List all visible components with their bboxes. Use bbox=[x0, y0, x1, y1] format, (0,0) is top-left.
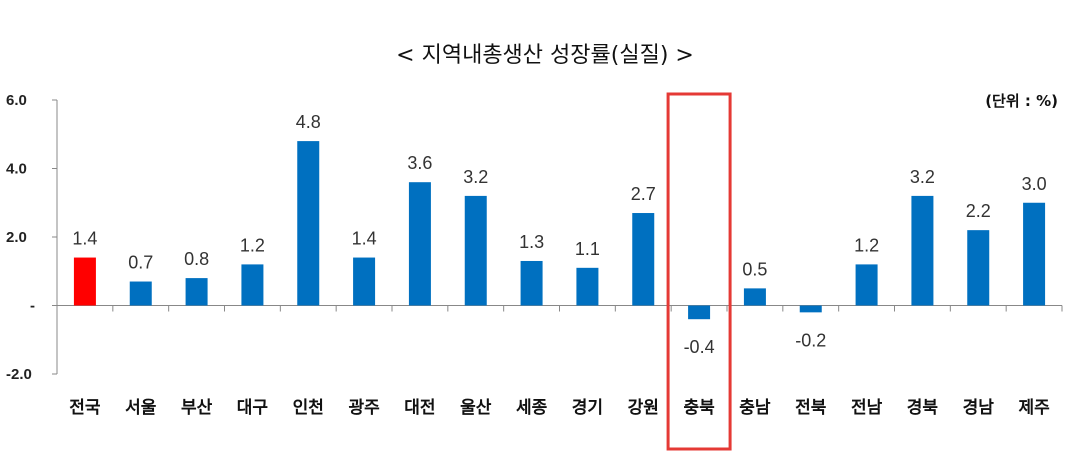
bar bbox=[688, 305, 711, 320]
data-label: 2.7 bbox=[631, 184, 656, 204]
y-tick-label: 2.0 bbox=[6, 229, 27, 246]
x-tick-label: 경북 bbox=[907, 398, 939, 418]
chart-title: < 지역내총생산 성장률(실질) > bbox=[396, 43, 694, 68]
data-label: -0.2 bbox=[795, 330, 826, 350]
bar bbox=[129, 281, 152, 306]
highlight-group bbox=[666, 92, 732, 451]
bar bbox=[743, 288, 766, 306]
bar bbox=[464, 195, 487, 306]
x-tick-label: 대구 bbox=[237, 398, 269, 418]
data-label: 1.1 bbox=[575, 239, 600, 259]
x-tick-label: 충남 bbox=[739, 398, 771, 418]
data-label: 1.2 bbox=[240, 235, 265, 255]
bar bbox=[520, 260, 543, 306]
highlight-box bbox=[666, 92, 732, 451]
unit-label: (단위 : %) bbox=[985, 92, 1058, 110]
bar bbox=[967, 230, 990, 306]
x-tick-label: 인천 bbox=[293, 398, 324, 418]
data-label: 3.2 bbox=[463, 167, 488, 187]
x-tick-label: 부산 bbox=[181, 398, 213, 418]
bar bbox=[185, 278, 208, 306]
data-label: 1.4 bbox=[352, 229, 377, 249]
x-tick-label: 대전 bbox=[404, 398, 435, 418]
data-label: 0.5 bbox=[742, 259, 767, 279]
data-label: 1.3 bbox=[519, 232, 544, 252]
bar bbox=[353, 257, 376, 306]
data-label: 3.6 bbox=[407, 153, 432, 173]
bars-group bbox=[73, 141, 1046, 320]
x-labels-group: 전국 서울 부산 대구 인천 광주 대전 울산 세종 경기 강원 충북 충남 전북 전남 경북 경남 제주 bbox=[69, 398, 1050, 418]
bar bbox=[241, 264, 264, 306]
x-tick-label: 경남 bbox=[963, 398, 995, 418]
x-tick-label: 전국 bbox=[69, 398, 101, 418]
x-tick-label: 광주 bbox=[348, 398, 380, 418]
bar bbox=[855, 264, 878, 306]
x-tick-label: 세종 bbox=[516, 398, 548, 418]
x-tick-label: 전북 bbox=[795, 398, 827, 418]
x-tick-label: 서울 bbox=[125, 398, 157, 418]
x-tick-label: 강원 bbox=[628, 398, 659, 418]
data-labels-group: 1.4 0.7 0.8 1.2 4.8 1.4 3.6 3.2 1.3 1.1 2.7 -0.4 0.5… bbox=[72, 112, 1046, 357]
bar bbox=[911, 195, 934, 306]
bar bbox=[73, 257, 96, 306]
bar bbox=[799, 305, 822, 313]
y-tick-label: 6.0 bbox=[6, 92, 27, 109]
x-tick-label: 제주 bbox=[1018, 398, 1050, 418]
bar bbox=[297, 141, 320, 306]
bar bbox=[576, 267, 599, 306]
data-label: 2.2 bbox=[966, 201, 991, 221]
bar bbox=[408, 182, 431, 306]
data-label: -0.4 bbox=[684, 337, 715, 357]
data-label: 0.8 bbox=[184, 249, 209, 269]
y-tick-label: 4.0 bbox=[6, 161, 27, 178]
data-label: 4.8 bbox=[296, 112, 321, 132]
x-tick-label: 전남 bbox=[851, 398, 883, 418]
bar bbox=[1023, 202, 1046, 306]
x-tick-label: 울산 bbox=[460, 398, 492, 418]
data-label: 3.2 bbox=[910, 167, 935, 187]
x-tick-label: 경기 bbox=[572, 398, 603, 418]
bar bbox=[632, 213, 655, 306]
data-label: 3.0 bbox=[1022, 174, 1047, 194]
y-tick-label: -2.0 bbox=[6, 366, 32, 383]
y-axis: 6.0 4.0 2.0 - -2.0 bbox=[6, 92, 1063, 383]
data-label: 1.2 bbox=[854, 235, 879, 255]
y-tick-label: - bbox=[30, 298, 35, 315]
x-tick-label: 충북 bbox=[683, 398, 715, 418]
data-label: 0.7 bbox=[128, 253, 153, 273]
data-label: 1.4 bbox=[72, 229, 97, 249]
